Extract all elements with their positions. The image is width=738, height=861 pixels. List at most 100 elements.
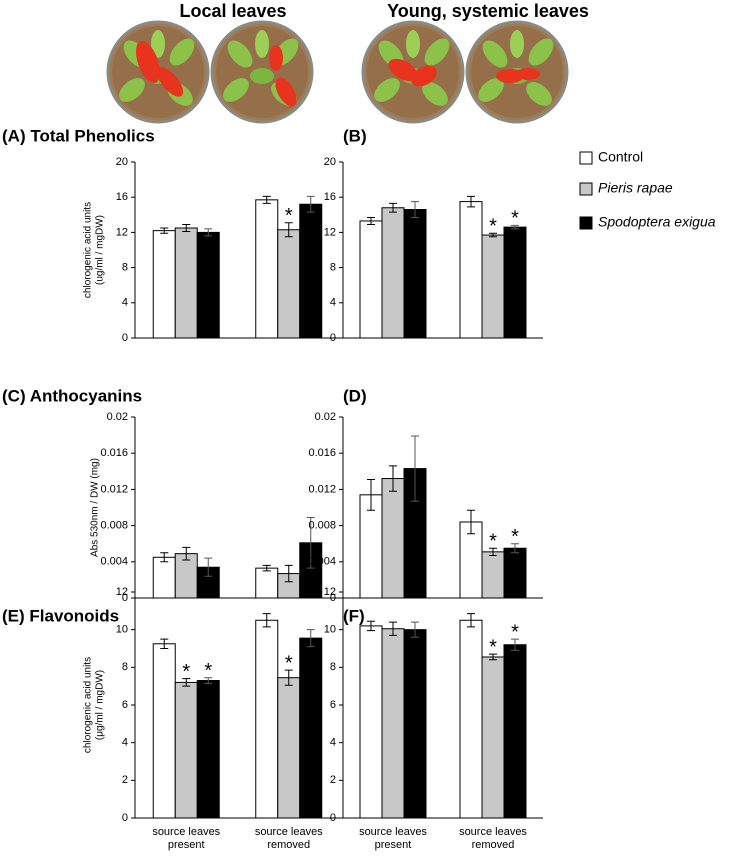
y-tick-label: 8: [330, 661, 336, 673]
bar: [403, 629, 427, 819]
panel-title: (B): [343, 126, 367, 145]
bar: [196, 231, 220, 339]
error-bar: [262, 195, 271, 204]
y-tick-label: 0.008: [308, 520, 336, 532]
plant-photo: [465, 20, 569, 124]
y-tick-label: 4: [122, 737, 128, 749]
significance-mark: *: [511, 208, 519, 230]
y-tick-label: 0.012: [308, 483, 336, 495]
error-bar: [489, 232, 497, 238]
y-tick-label: 8: [330, 262, 336, 274]
significance-mark: *: [285, 652, 293, 674]
bar: [174, 681, 198, 819]
bar: [381, 207, 405, 339]
error-bar: [411, 201, 419, 218]
y-tick-label: 0.016: [308, 447, 336, 459]
y-tick-label: 0.004: [100, 556, 128, 568]
plant-photo: [106, 20, 210, 124]
panel-title: (E) Flavonoids: [2, 606, 119, 625]
y-axis-label: (μg/ml / mgDW): [95, 670, 106, 740]
y-tick-label: 0: [330, 812, 336, 824]
bar: [255, 567, 279, 599]
bar: [459, 619, 483, 819]
y-tick-label: 4: [122, 297, 128, 309]
y-axis-label: chlorogenic acid units: [83, 202, 94, 298]
y-tick-label: 20: [116, 156, 128, 168]
bar: [152, 556, 176, 599]
y-tick-label: 12: [116, 226, 128, 238]
x-tick-label: removed: [472, 839, 515, 851]
y-tick-label: 16: [324, 191, 336, 203]
header-left: Local leaves: [179, 1, 286, 21]
error-bar: [411, 621, 419, 638]
y-tick-label: 0: [330, 592, 336, 604]
bar: [503, 226, 527, 339]
y-tick-label: 8: [122, 262, 128, 274]
error-bar: [262, 613, 271, 628]
bar: [403, 209, 427, 339]
legend-label: Control: [598, 149, 643, 165]
error-bar: [467, 195, 475, 208]
x-tick-label: source leaves: [152, 826, 220, 838]
legend-label: Pieris rapae: [598, 180, 673, 196]
error-bar: [306, 629, 315, 648]
y-tick-label: 0: [122, 592, 128, 604]
bar: [503, 547, 527, 599]
y-tick-label: 12: [324, 586, 336, 598]
significance-mark: *: [489, 216, 497, 238]
bar: [381, 478, 405, 599]
y-tick-label: 20: [324, 156, 336, 168]
bar: [381, 628, 405, 819]
y-tick-label: 0.016: [100, 447, 128, 459]
error-bar: [262, 564, 271, 572]
plant-photo: [361, 20, 465, 124]
x-tick-label: source leaves: [459, 826, 527, 838]
significance-mark: *: [511, 621, 519, 643]
legend-swatch: [579, 151, 593, 165]
bar: [481, 656, 505, 819]
bar: [277, 677, 301, 819]
error-bar: [284, 222, 293, 238]
bar: [255, 199, 279, 339]
significance-mark: *: [489, 636, 497, 658]
x-tick-label: present: [168, 839, 205, 851]
bar: [359, 220, 383, 339]
bar: [277, 229, 301, 339]
error-bar: [160, 227, 169, 234]
error-bar: [511, 638, 519, 651]
error-bar: [389, 621, 397, 636]
legend-label: Spodoptera exigua: [598, 214, 716, 230]
legend-swatch: [579, 182, 593, 196]
error-bar: [182, 546, 191, 561]
y-axis-label: chlorogenic acid units: [83, 657, 94, 753]
bar: [255, 619, 279, 819]
bar: [152, 230, 176, 339]
error-bar: [182, 223, 191, 233]
error-bar: [467, 509, 475, 535]
significance-mark: *: [489, 531, 497, 553]
y-tick-label: 0.004: [308, 556, 336, 568]
y-tick-label: 0: [122, 812, 128, 824]
y-tick-label: 4: [330, 297, 336, 309]
y-axis-label: Abs 530nm / DW (mg): [90, 458, 101, 557]
x-tick-label: present: [375, 839, 412, 851]
panel-title: (D): [343, 386, 367, 405]
bar: [481, 234, 505, 339]
error-bar: [160, 552, 169, 563]
panel-title: (A) Total Phenolics: [2, 126, 155, 145]
error-bar: [204, 228, 213, 237]
error-bar: [204, 557, 213, 577]
error-bar: [367, 478, 375, 511]
error-bar: [306, 195, 315, 213]
header-right: Young, systemic leaves: [387, 1, 589, 21]
error-bar: [306, 516, 315, 569]
error-bar: [367, 620, 375, 632]
significance-mark: *: [204, 660, 212, 682]
bar: [503, 644, 527, 819]
x-tick-label: removed: [267, 839, 310, 851]
y-tick-label: 10: [324, 624, 336, 636]
y-tick-label: 6: [330, 699, 336, 711]
panel-title: (C) Anthocyanins: [2, 386, 142, 405]
error-bar: [511, 543, 519, 554]
